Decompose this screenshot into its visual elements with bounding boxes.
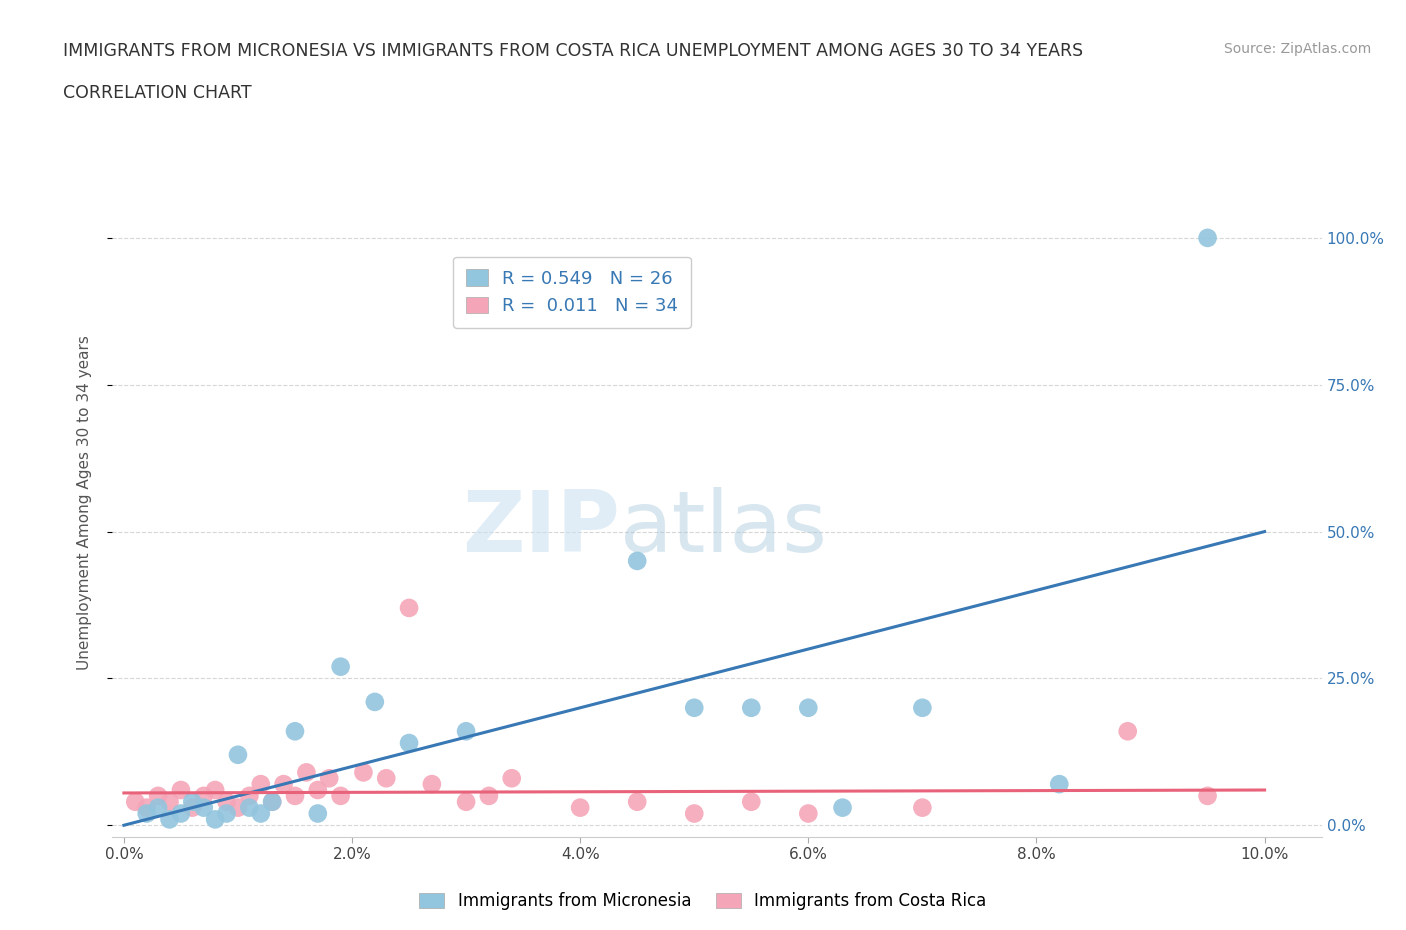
- Legend: R = 0.549   N = 26, R =  0.011   N = 34: R = 0.549 N = 26, R = 0.011 N = 34: [453, 257, 690, 327]
- Point: [215, 806, 238, 821]
- Point: [478, 789, 501, 804]
- Point: [159, 794, 181, 809]
- Point: [193, 789, 215, 804]
- Point: [683, 700, 706, 715]
- Point: [249, 777, 271, 791]
- Point: [249, 806, 271, 821]
- Point: [307, 782, 329, 797]
- Point: [831, 800, 853, 815]
- Point: [1116, 724, 1139, 738]
- Point: [135, 800, 157, 815]
- Point: [740, 794, 762, 809]
- Point: [456, 724, 478, 738]
- Point: [226, 748, 249, 763]
- Point: [284, 789, 307, 804]
- Point: [215, 794, 238, 809]
- Point: [181, 794, 204, 809]
- Point: [273, 777, 295, 791]
- Point: [226, 800, 249, 815]
- Point: [626, 794, 648, 809]
- Point: [398, 736, 420, 751]
- Point: [329, 659, 352, 674]
- Y-axis label: Unemployment Among Ages 30 to 34 years: Unemployment Among Ages 30 to 34 years: [77, 335, 91, 670]
- Point: [364, 695, 387, 710]
- Point: [683, 806, 706, 821]
- Text: IMMIGRANTS FROM MICRONESIA VS IMMIGRANTS FROM COSTA RICA UNEMPLOYMENT AMONG AGES: IMMIGRANTS FROM MICRONESIA VS IMMIGRANTS…: [63, 42, 1084, 60]
- Point: [1197, 231, 1219, 246]
- Point: [797, 806, 820, 821]
- Point: [204, 782, 226, 797]
- Point: [329, 789, 352, 804]
- Point: [204, 812, 226, 827]
- Point: [170, 782, 193, 797]
- Point: [238, 800, 260, 815]
- Point: [146, 789, 169, 804]
- Point: [456, 794, 478, 809]
- Point: [170, 806, 193, 821]
- Point: [911, 800, 934, 815]
- Point: [159, 812, 181, 827]
- Point: [740, 700, 762, 715]
- Point: [124, 794, 146, 809]
- Point: [352, 765, 374, 780]
- Text: ZIP: ZIP: [463, 487, 620, 570]
- Point: [284, 724, 307, 738]
- Point: [146, 800, 169, 815]
- Legend: Immigrants from Micronesia, Immigrants from Costa Rica: Immigrants from Micronesia, Immigrants f…: [412, 885, 994, 917]
- Point: [1197, 789, 1219, 804]
- Point: [295, 765, 318, 780]
- Point: [238, 789, 260, 804]
- Text: Source: ZipAtlas.com: Source: ZipAtlas.com: [1223, 42, 1371, 56]
- Point: [569, 800, 592, 815]
- Point: [911, 700, 934, 715]
- Text: CORRELATION CHART: CORRELATION CHART: [63, 84, 252, 101]
- Point: [420, 777, 443, 791]
- Point: [626, 553, 648, 568]
- Point: [135, 806, 157, 821]
- Point: [797, 700, 820, 715]
- Text: atlas: atlas: [620, 487, 828, 570]
- Point: [1047, 777, 1070, 791]
- Point: [262, 794, 284, 809]
- Point: [375, 771, 398, 786]
- Point: [193, 800, 215, 815]
- Point: [501, 771, 523, 786]
- Point: [318, 771, 340, 786]
- Point: [181, 800, 204, 815]
- Point: [398, 601, 420, 616]
- Point: [262, 794, 284, 809]
- Point: [307, 806, 329, 821]
